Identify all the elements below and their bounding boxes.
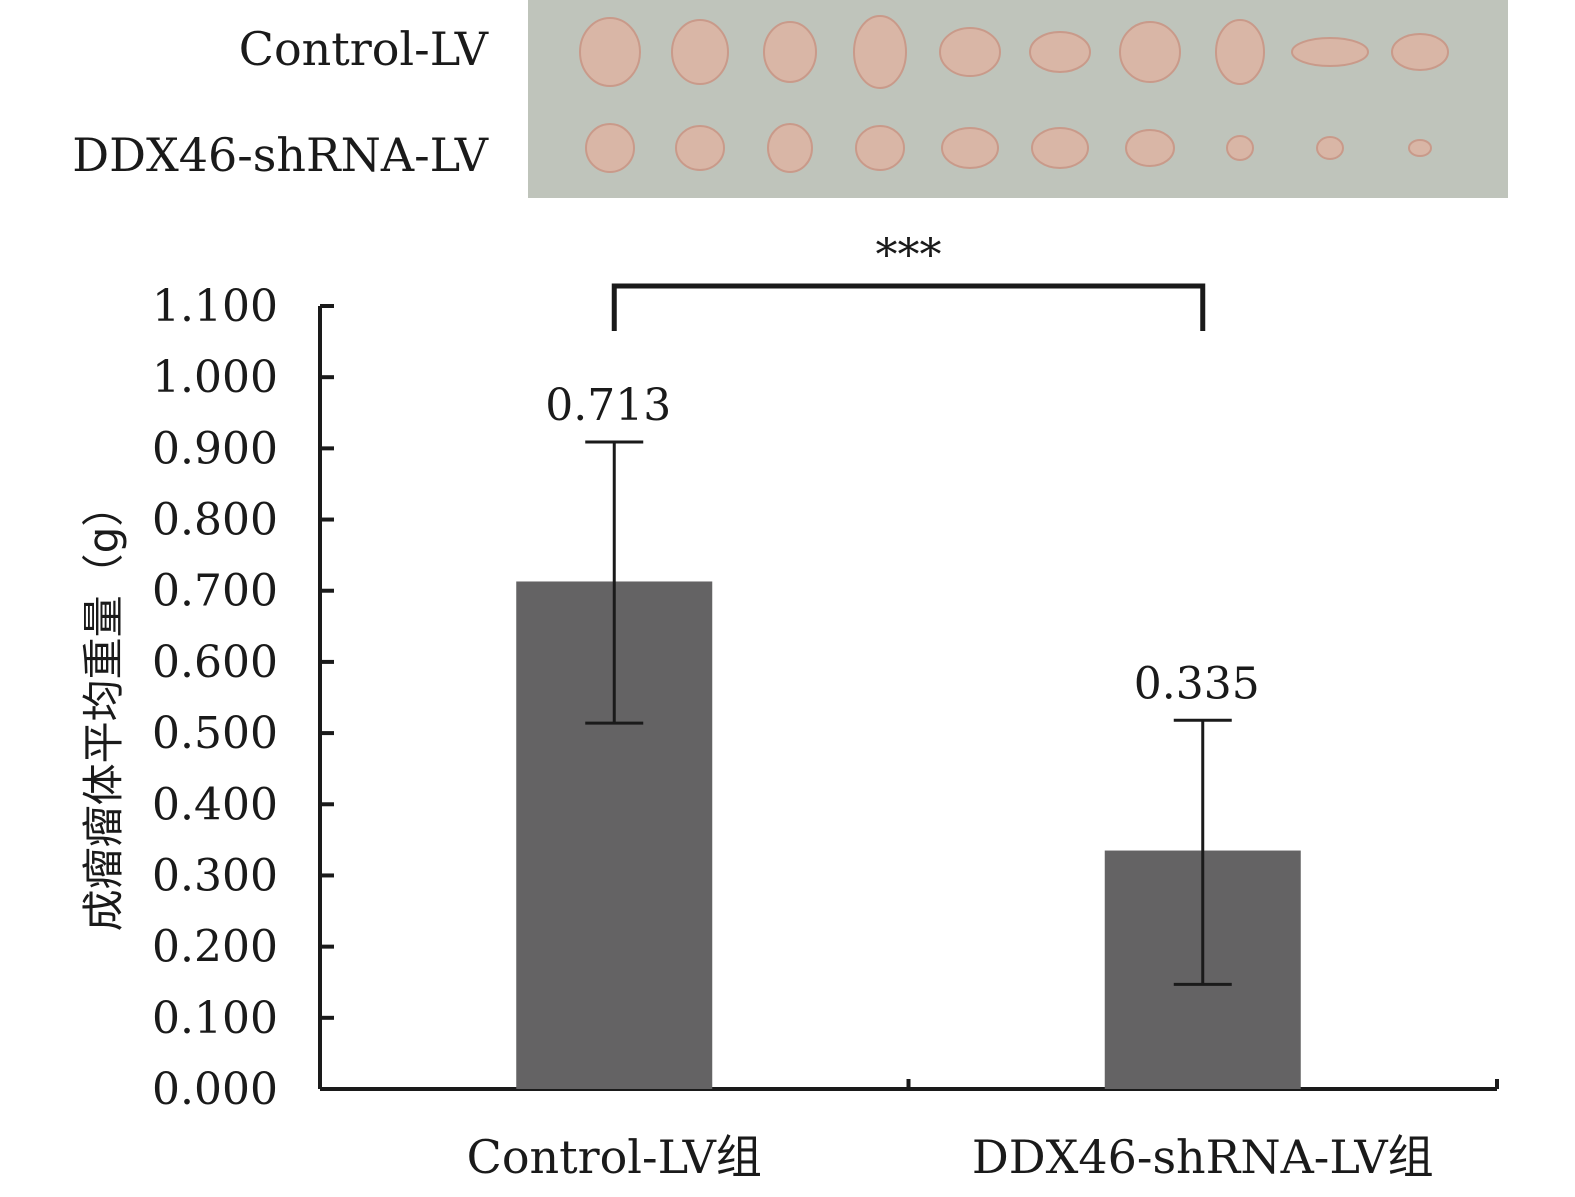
tumor-row-control bbox=[579, 15, 1449, 89]
y-tick-label: 0.100 bbox=[152, 993, 278, 1044]
y-axis-label: 成瘤瘤体平均重量（g） bbox=[79, 485, 128, 932]
tumor-sample bbox=[579, 17, 641, 87]
data-labels: 0.713 0.335 bbox=[545, 380, 1259, 709]
y-tick-label: 0.800 bbox=[152, 495, 278, 546]
tumor-sample bbox=[1316, 136, 1344, 160]
y-tick-label: 0.300 bbox=[152, 850, 278, 901]
tumor-sample bbox=[1226, 135, 1254, 161]
tumor-sample bbox=[1125, 129, 1175, 167]
y-tick-label: 0.600 bbox=[152, 637, 278, 688]
photo-background bbox=[528, 0, 1508, 198]
significance-marker: *** bbox=[876, 230, 942, 281]
tumor-sample bbox=[939, 27, 1001, 77]
category-label: Control-LV组 bbox=[467, 1130, 762, 1184]
tumor-sample bbox=[853, 15, 907, 89]
tumor-sample bbox=[1408, 139, 1432, 157]
tumor-row-ddx46 bbox=[585, 123, 1432, 173]
bar-chart: 0.000 0.100 0.200 0.300 0.400 0.500 0.600 0.700… bbox=[79, 230, 1499, 1184]
tumor-photo bbox=[528, 0, 1508, 198]
y-tick-label: 0.700 bbox=[152, 566, 278, 617]
photo-row-label-control: Control-LV bbox=[238, 22, 488, 76]
data-label: 0.713 bbox=[545, 380, 671, 431]
tumor-sample bbox=[1031, 127, 1089, 169]
significance-bracket-line bbox=[611, 283, 1206, 331]
tumor-sample bbox=[675, 125, 725, 171]
y-tick-label: 1.100 bbox=[152, 281, 278, 332]
y-tick-label: 0.400 bbox=[152, 779, 278, 830]
tumor-sample bbox=[1291, 37, 1369, 67]
y-tick-label: 0.200 bbox=[152, 922, 278, 973]
category-label: DDX46-shRNA-LV组 bbox=[972, 1130, 1434, 1184]
tumor-sample bbox=[585, 123, 635, 173]
data-label: 0.335 bbox=[1134, 658, 1260, 709]
tumor-sample bbox=[855, 125, 905, 171]
tumor-sample bbox=[941, 127, 999, 169]
error-bars bbox=[585, 440, 1232, 986]
photo-row-label-ddx46: DDX46-shRNA-LV bbox=[72, 128, 488, 182]
tumor-sample bbox=[1391, 33, 1449, 71]
tumor-sample bbox=[1215, 19, 1265, 85]
x-axis bbox=[320, 1079, 1499, 1091]
tumor-sample bbox=[1119, 21, 1181, 83]
y-tick-label: 0.500 bbox=[152, 708, 278, 759]
tumor-sample bbox=[1029, 31, 1091, 73]
significance-bracket: *** bbox=[611, 230, 1206, 331]
tumor-sample bbox=[763, 21, 817, 83]
y-axis: 0.000 0.100 0.200 0.300 0.400 0.500 0.600 0.700… bbox=[152, 281, 334, 1115]
tumor-sample bbox=[767, 123, 813, 173]
y-tick-label: 0.900 bbox=[152, 423, 278, 474]
y-tick-label: 1.000 bbox=[152, 352, 278, 403]
tumor-sample bbox=[671, 19, 729, 85]
y-tick-label: 0.000 bbox=[152, 1064, 278, 1115]
category-labels: Control-LV组 DDX46-shRNA-LV组 bbox=[467, 1130, 1434, 1184]
